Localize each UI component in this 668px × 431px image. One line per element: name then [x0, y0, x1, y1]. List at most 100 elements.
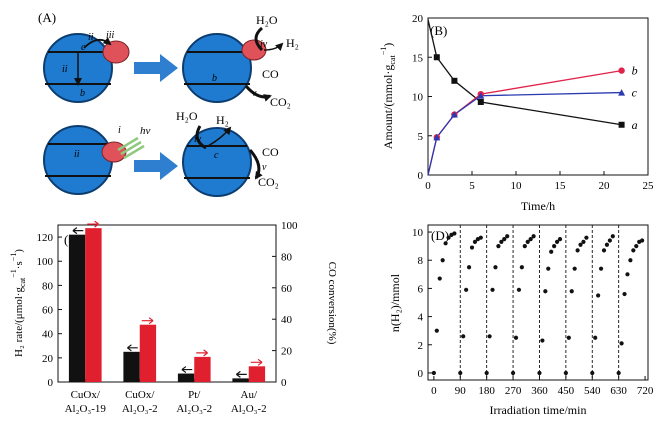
x-tick-label: 10 [511, 180, 523, 192]
species-co-bottom: CO [262, 145, 279, 159]
cocatalyst-particle-initial [102, 40, 130, 64]
x-tick-label: 180 [478, 385, 495, 397]
y-right-tick-label: 0 [281, 377, 287, 389]
y-right-tick-label: 80 [281, 251, 293, 263]
data-point [510, 370, 516, 376]
y-tick-label: 0 [418, 170, 424, 182]
right-axis-arrow-icon [87, 220, 99, 228]
data-point [581, 239, 586, 245]
panel-a-label: (A) [38, 10, 56, 25]
panel-d-ylabel: n(H₂)/mmol [388, 273, 402, 332]
y-right-tick-label: 60 [281, 283, 293, 295]
data-point [528, 236, 533, 242]
data-point [513, 335, 519, 340]
y-tick-label: 10 [412, 92, 424, 104]
marker-a [618, 121, 625, 128]
panel-b-ticks: 0 5 10 15 20 25 0 5 10 15 20 [412, 13, 654, 192]
category-label-line2: Al₂O₃-2 [231, 403, 267, 415]
y-right-tick-label: 20 [281, 346, 293, 358]
panel-b-series-labels: a bc [632, 64, 638, 132]
data-point [458, 370, 463, 376]
right-axis-arrow-icon [250, 358, 263, 366]
species-co2-bottom: CO₂ [258, 175, 279, 189]
label-iv-top: iv [260, 39, 268, 50]
panel-c-plot-area [57, 224, 277, 383]
electron-transfer-arrow-icon [83, 37, 112, 49]
data-point [531, 234, 536, 239]
y-tick-label: 8 [418, 255, 424, 267]
marker-c [477, 92, 485, 99]
panel-d-plot-area [427, 224, 649, 381]
process-arrow-2-icon [134, 152, 178, 180]
label-ii: ii [88, 32, 94, 43]
data-point [446, 235, 451, 240]
right-axis-arrow-icon [141, 317, 154, 325]
panel-d-label: (D) [431, 228, 449, 243]
panel-c-ylabel-left: H₂ rate/(μmol·gcat−1·s−1) [9, 249, 27, 357]
data-point [590, 370, 595, 376]
data-point [466, 265, 472, 270]
data-point [604, 242, 610, 247]
label-b-bottom: b [80, 88, 85, 99]
x-tick-label: 720 [637, 385, 654, 397]
y-tick-label: 0 [418, 368, 424, 380]
y-left-tick-label: 100 [37, 256, 54, 268]
x-tick-label: 0 [431, 385, 437, 397]
h2-release-arrow-2-icon [207, 126, 232, 147]
data-point [631, 248, 636, 253]
data-point [469, 245, 475, 250]
category-label-line1: Au/ [241, 389, 258, 401]
panel-c-ticks: 0 20 40 60 80 100 120 0 20 40 60 80 100 [37, 220, 299, 389]
panel-c-ylabel-right: CO conversion(%) [326, 262, 338, 345]
data-point [472, 239, 478, 245]
light-beam-icon [117, 136, 145, 160]
x-tick-label: 0 [425, 180, 431, 192]
data-point [578, 242, 583, 247]
data-point [563, 370, 568, 376]
data-point [431, 370, 436, 376]
h2-release-arrow-icon [263, 42, 284, 52]
marker-a [451, 77, 458, 84]
process-arrow-icon [134, 54, 178, 82]
x-tick-label: 90 [455, 385, 467, 397]
label-v-bottom: v [262, 162, 267, 173]
category-label-line1: CuOx/ [125, 389, 155, 401]
data-point [619, 341, 624, 346]
data-point [566, 335, 571, 340]
y-right-tick-label: 100 [281, 220, 298, 232]
data-point [443, 241, 448, 246]
label-d: ii [62, 64, 68, 75]
label-iv-bottom: iv [194, 134, 202, 145]
panel-c-bars [68, 228, 266, 382]
panel-d-chart: (D) 0 90 180 270 360 450 540 630 720 0 2 4 6 8 10 Irra… [388, 224, 654, 417]
y-left-tick-label: 120 [37, 232, 54, 244]
y-tick-label: 2 [418, 340, 424, 352]
data-point [434, 328, 439, 333]
bar-h2-rate [177, 373, 195, 382]
panel-b-xlabel: Time/h [521, 199, 555, 213]
right-axis-arrow-icon [196, 349, 208, 357]
y-left-tick-label: 60 [42, 305, 54, 317]
y-tick-label: 5 [418, 131, 424, 143]
x-tick-label: 15 [555, 180, 567, 192]
y-tick-label: 4 [418, 312, 424, 324]
bar-co-conversion [139, 324, 157, 382]
data-point [569, 289, 574, 294]
marker-c [433, 133, 441, 141]
bar-co-conversion [194, 356, 211, 382]
y-left-tick-label: 20 [42, 353, 54, 365]
series-label-a: a [632, 118, 638, 132]
data-point [519, 265, 524, 270]
co-oxidation-arrow-icon [244, 85, 272, 102]
series-label-b: b [632, 64, 638, 78]
data-point [575, 248, 580, 253]
category-label-line2: Al₂O₃-2 [176, 403, 212, 415]
label-iii: iii [106, 30, 115, 41]
catalyst-sphere-irradiated: ii [43, 125, 113, 195]
label-b-mid: b [212, 73, 217, 84]
bar-co-conversion [248, 366, 266, 382]
co-oxidation-arrow-2-icon [248, 149, 263, 180]
data-point [593, 335, 598, 340]
bar-h2-rate [68, 234, 86, 382]
